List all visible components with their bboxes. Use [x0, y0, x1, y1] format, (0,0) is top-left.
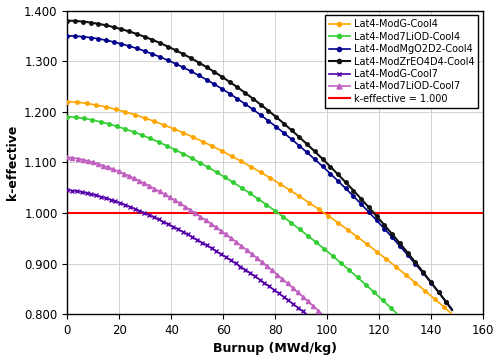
- Lat4-Mod7LiOD-Cool7: [306, 300, 312, 305]
- Lat4-ModMgO2D2-Cool4: [416, 266, 422, 271]
- Lat4-ModG-Cool4: [449, 312, 455, 316]
- Lat4-ModG-Cool4: [136, 114, 142, 118]
- Lat4-Mod7LiOD-Cool4: [378, 296, 384, 301]
- Line: Lat4-Mod7LiOD-Cool4: Lat4-Mod7LiOD-Cool4: [66, 115, 399, 316]
- Lat4-ModMgO2D2-Cool4: [136, 47, 142, 51]
- Lat4-ModZrEO4D4-Cool4: [80, 19, 86, 24]
- k-effective = 1.000: [64, 211, 70, 215]
- Lat4-Mod7LiOD-Cool4: [84, 117, 90, 121]
- Lat4-ModMgO2D2-Cool4: [64, 34, 70, 38]
- Lat4-ModG-Cool7: [109, 198, 115, 202]
- Lat4-ModZrEO4D4-Cool4: [64, 18, 70, 23]
- Lat4-Mod7LiOD-Cool4: [126, 128, 132, 132]
- Lat4-Mod7LiOD-Cool7: [112, 168, 117, 172]
- Lat4-ModG-Cool4: [64, 100, 70, 104]
- Lat4-Mod7LiOD-Cool4: [394, 312, 400, 316]
- Lat4-Mod7LiOD-Cool4: [366, 286, 372, 290]
- Lat4-Mod7LiOD-Cool4: [152, 138, 158, 143]
- Lat4-Mod7LiOD-Cool7: [64, 155, 70, 160]
- Lat4-ModG-Cool7: [283, 296, 289, 301]
- k-effective = 1.000: [67, 211, 73, 215]
- Line: Lat4-ModZrEO4D4-Cool4: Lat4-ModZrEO4D4-Cool4: [66, 19, 454, 312]
- Lat4-Mod7LiOD-Cool4: [78, 116, 84, 120]
- Lat4-ModMgO2D2-Cool4: [449, 307, 455, 311]
- Lat4-ModG-Cool4: [167, 125, 173, 129]
- Y-axis label: k-effective: k-effective: [6, 125, 18, 200]
- Legend: Lat4-ModG-Cool4, Lat4-Mod7LiOD-Cool4, Lat4-ModMgO2D2-Cool4, Lat4-ModZrEO4D4-Cool: Lat4-ModG-Cool4, Lat4-Mod7LiOD-Cool4, La…: [324, 16, 478, 108]
- Line: Lat4-ModMgO2D2-Cool4: Lat4-ModMgO2D2-Cool4: [66, 34, 454, 311]
- Lat4-ModMgO2D2-Cool4: [88, 35, 94, 40]
- Lat4-ModG-Cool7: [64, 188, 70, 192]
- Lat4-ModZrEO4D4-Cool4: [167, 45, 173, 49]
- Lat4-ModMgO2D2-Cool4: [167, 59, 173, 63]
- Lat4-ModG-Cool7: [74, 189, 80, 193]
- Lat4-ModG-Cool4: [430, 295, 436, 300]
- Lat4-ModZrEO4D4-Cool4: [88, 20, 94, 25]
- Lat4-ModG-Cool7: [292, 303, 298, 307]
- Lat4-ModZrEO4D4-Cool4: [430, 282, 436, 287]
- Lat4-Mod7LiOD-Cool7: [80, 157, 86, 162]
- Line: Lat4-Mod7LiOD-Cool7: Lat4-Mod7LiOD-Cool7: [65, 155, 324, 316]
- Lat4-Mod7LiOD-Cool7: [319, 312, 325, 316]
- Lat4-Mod7LiOD-Cool7: [298, 292, 304, 297]
- Lat4-ModZrEO4D4-Cool4: [449, 308, 455, 312]
- Lat4-ModMgO2D2-Cool4: [80, 35, 86, 39]
- Lat4-Mod7LiOD-Cool7: [132, 177, 138, 181]
- Lat4-ModMgO2D2-Cool4: [430, 283, 436, 287]
- Lat4-ModG-Cool7: [79, 190, 85, 194]
- Lat4-ModG-Cool4: [416, 284, 422, 288]
- Lat4-Mod7LiOD-Cool4: [64, 115, 70, 119]
- Lat4-ModZrEO4D4-Cool4: [136, 32, 142, 37]
- Lat4-ModG-Cool4: [80, 101, 86, 105]
- Lat4-ModG-Cool7: [128, 205, 134, 209]
- Lat4-ModZrEO4D4-Cool4: [416, 265, 422, 269]
- Lat4-Mod7LiOD-Cool7: [74, 156, 80, 161]
- Lat4-ModG-Cool7: [304, 312, 310, 316]
- Lat4-ModG-Cool4: [88, 102, 94, 106]
- X-axis label: Burnup (MWd/kg): Burnup (MWd/kg): [214, 343, 338, 356]
- Line: Lat4-ModG-Cool7: Lat4-ModG-Cool7: [65, 188, 308, 316]
- Line: Lat4-ModG-Cool4: Lat4-ModG-Cool4: [66, 100, 454, 316]
